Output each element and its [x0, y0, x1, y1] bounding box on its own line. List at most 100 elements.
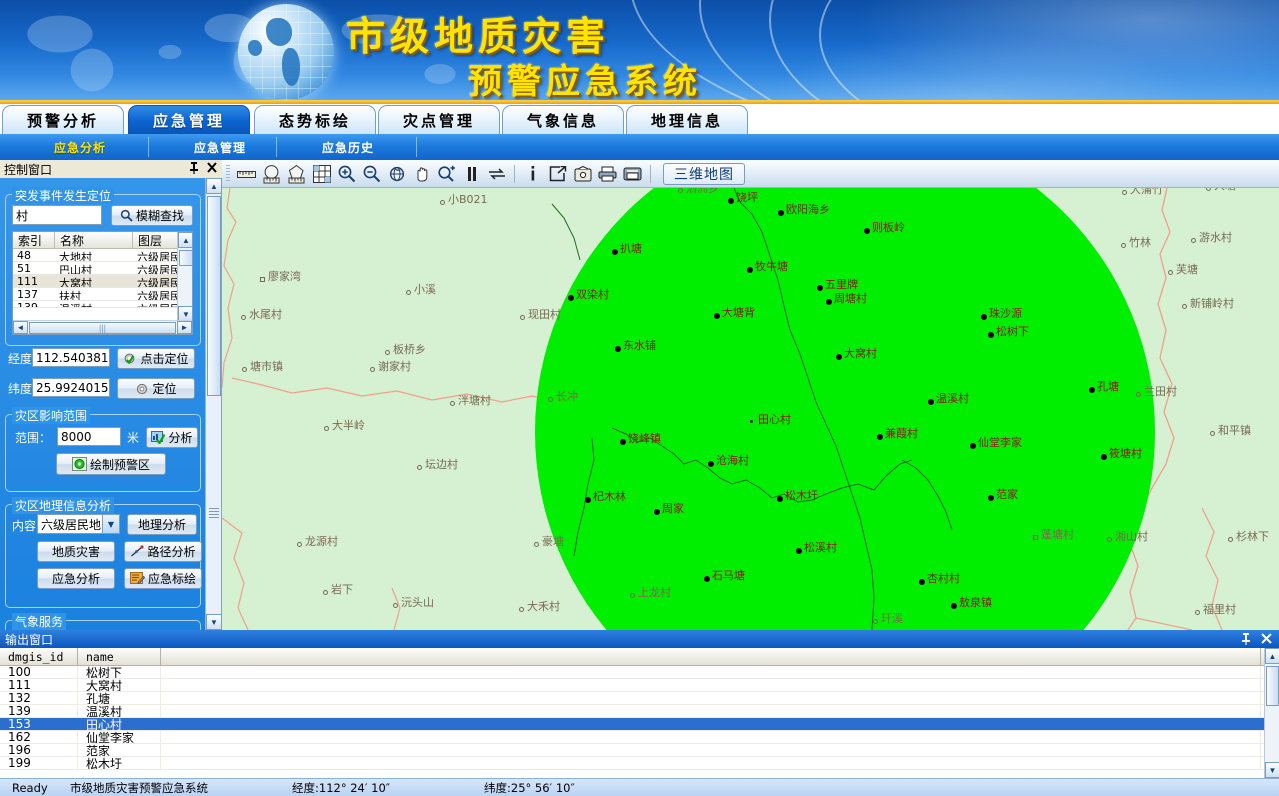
fuzzy-search-button[interactable]: 模糊查找 — [111, 205, 193, 226]
panel-scroll-grip[interactable] — [209, 508, 219, 518]
village-dot[interactable] — [440, 200, 445, 205]
village-dot[interactable] — [654, 509, 660, 515]
analyze-button[interactable]: 分析 — [146, 427, 198, 448]
chevron-down-icon[interactable]: ▼ — [102, 515, 119, 533]
village-dot[interactable] — [836, 354, 842, 360]
village-dot[interactable] — [796, 548, 802, 554]
measure-polygon-area-icon[interactable] — [285, 163, 308, 185]
village-dot[interactable] — [708, 461, 714, 467]
village-list-vscrollbar[interactable]: ▲ ▼ — [177, 232, 192, 322]
search-input[interactable]: 村 — [12, 205, 102, 225]
tab-warning-analysis[interactable]: 预警分析 — [2, 105, 124, 134]
village-dot[interactable] — [981, 314, 987, 320]
list-item[interactable]: 48 大地村 六级居民 — [13, 249, 192, 262]
output-scroll-thumb[interactable] — [1266, 666, 1279, 706]
village-dot[interactable] — [1182, 304, 1187, 309]
map-canvas[interactable]: 饶坪 欧阳海乡 则板岭 扒塘 牧牛塘 五里牌 周塘村 双染村 大塘背 珠沙源 松… — [222, 188, 1279, 630]
village-dot[interactable] — [585, 497, 591, 503]
range-input[interactable]: 8000 — [57, 427, 121, 446]
locate-button[interactable]: 定位 — [117, 378, 195, 399]
layout-icon[interactable] — [621, 163, 644, 185]
subtab-emergency-history[interactable]: 应急历史 — [321, 140, 374, 155]
village-dot[interactable] — [1191, 238, 1196, 243]
village-dot[interactable] — [615, 346, 621, 352]
geological-disaster-button[interactable]: 地质灾害 — [37, 541, 115, 562]
list-item[interactable]: 51 巴山村 六级居民 — [13, 262, 192, 275]
list-item[interactable]: 111 大窝村 六级居民 — [13, 275, 192, 288]
emergency-plotting-button[interactable]: 应急标绘 — [124, 568, 202, 589]
close-icon[interactable] — [206, 161, 218, 175]
tab-disaster-point-management[interactable]: 灾点管理 — [378, 105, 500, 134]
village-dot[interactable] — [1195, 610, 1200, 615]
zoom-out-icon[interactable] — [360, 163, 383, 185]
village-dot[interactable] — [385, 350, 390, 355]
scroll-thumb[interactable] — [179, 250, 192, 266]
village-dot[interactable] — [877, 434, 883, 440]
tab-weather-info[interactable]: 气象信息 — [502, 105, 624, 134]
village-dot[interactable] — [1168, 270, 1173, 275]
village-dot[interactable] — [1122, 190, 1127, 195]
table-row[interactable]: 153 田心村 — [0, 718, 1264, 731]
village-dot[interactable] — [951, 603, 957, 609]
village-dot[interactable] — [417, 465, 422, 470]
table-row[interactable]: 139 温溪村 — [0, 705, 1264, 718]
tab-situation-plotting[interactable]: 态势标绘 — [254, 105, 376, 134]
panel-scroll-thumb[interactable] — [207, 196, 221, 396]
table-row[interactable]: 199 松木圩 — [0, 757, 1264, 770]
village-dot[interactable] — [728, 198, 734, 204]
village-dot[interactable] — [678, 188, 683, 193]
village-dot[interactable] — [1228, 537, 1233, 542]
village-dot[interactable] — [242, 367, 247, 372]
tab-emergency-management[interactable]: 应急管理 — [128, 105, 250, 134]
village-index-list[interactable]: 索引 名称 图层 48 大地村 六级居民 51 巴山村 六级居民 111 大窝村 六级居民 … — [12, 231, 193, 335]
output-table-scrollbar[interactable]: ▲ ▼ — [1264, 648, 1279, 778]
village-dot[interactable] — [988, 332, 994, 338]
village-dot[interactable] — [241, 315, 246, 320]
save-icon[interactable] — [571, 163, 594, 185]
village-dot[interactable] — [620, 439, 626, 445]
table-row[interactable]: 196 范家 — [0, 744, 1264, 757]
village-dot[interactable] — [1210, 431, 1215, 436]
path-analysis-button[interactable]: 路径分析 — [124, 541, 202, 562]
pause-icon[interactable] — [460, 163, 483, 185]
village-dot[interactable] — [519, 607, 524, 612]
village-dot[interactable] — [988, 495, 994, 501]
village-dot[interactable] — [323, 590, 328, 595]
table-row[interactable]: 132 孔塘 — [0, 692, 1264, 705]
village-dot[interactable] — [534, 542, 539, 547]
village-dot[interactable] — [393, 603, 398, 608]
info-icon[interactable] — [521, 163, 544, 185]
village-dot[interactable] — [630, 593, 635, 598]
village-dot[interactable] — [778, 210, 784, 216]
pin-icon[interactable] — [1240, 632, 1252, 646]
table-row[interactable]: 100 松树下 — [0, 666, 1264, 679]
village-dot[interactable] — [777, 496, 783, 502]
close-icon[interactable] — [1260, 632, 1273, 646]
village-dot[interactable] — [1206, 188, 1211, 191]
village-dot[interactable] — [817, 285, 823, 291]
village-dot[interactable] — [406, 290, 411, 295]
list-item[interactable]: 137 扶村 六级居民 — [13, 288, 192, 301]
click-locate-button[interactable]: 点击定位 — [117, 348, 195, 369]
output-table[interactable]: dmgis_id name 100 松树下 111 大窝村 132 孔塘 139 温溪村… — [0, 648, 1264, 778]
pan-hand-icon[interactable] — [410, 163, 433, 185]
output-scroll-up-button[interactable]: ▲ — [1265, 648, 1279, 664]
export-icon[interactable] — [546, 163, 569, 185]
output-scroll-down-button[interactable]: ▼ — [1265, 762, 1279, 778]
village-dot[interactable] — [260, 277, 265, 282]
village-dot[interactable] — [1121, 243, 1126, 248]
village-dot[interactable] — [826, 299, 832, 305]
content-select[interactable]: 六级居民地 ▼ — [37, 514, 120, 534]
hscroll-left-button[interactable]: ◄ — [13, 321, 28, 334]
scroll-up-button[interactable]: ▲ — [178, 232, 192, 248]
hscroll-right-button[interactable]: ► — [177, 321, 192, 334]
village-dot[interactable] — [1089, 387, 1095, 393]
village-dot[interactable] — [714, 313, 720, 319]
zoom-in-icon[interactable] — [335, 163, 358, 185]
pin-icon[interactable] — [188, 161, 200, 175]
village-dot[interactable] — [297, 542, 302, 547]
village-dot[interactable] — [450, 401, 455, 406]
table-row[interactable]: 162 仙堂李家 — [0, 731, 1264, 744]
latitude-input[interactable]: 25.9924015 — [32, 378, 110, 397]
panel-scroll-up-button[interactable]: ▲ — [206, 178, 222, 194]
